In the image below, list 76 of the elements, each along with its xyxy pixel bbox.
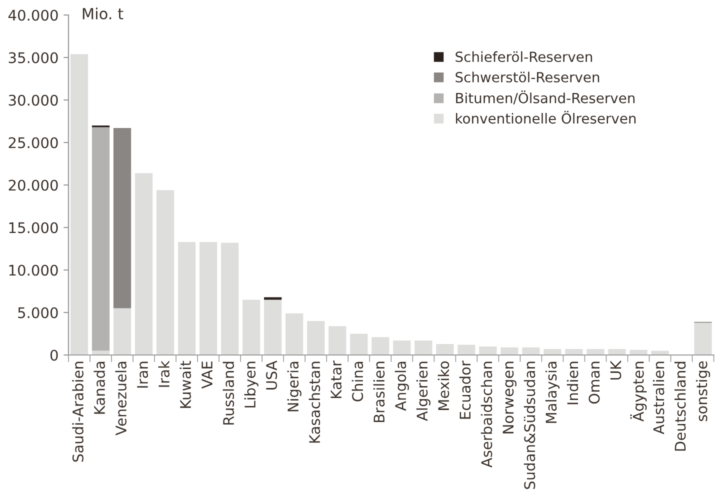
bar	[264, 300, 282, 355]
bar	[113, 128, 132, 308]
bar	[372, 337, 390, 355]
bar	[651, 350, 669, 355]
bar	[199, 242, 218, 355]
x-tick-label: Venezuela	[115, 362, 126, 436]
x-tick-label: USA	[266, 360, 278, 390]
bar	[156, 190, 174, 355]
bar	[328, 326, 346, 355]
bar	[286, 313, 304, 355]
bar	[586, 349, 604, 355]
bar	[522, 347, 540, 355]
x-tick-label: China	[352, 362, 364, 402]
bar	[350, 334, 368, 355]
x-tick-label: Mexiko	[438, 361, 450, 410]
y-tick-label: 10.000	[9, 264, 58, 276]
x-tick-label: Saudi-Arabien	[72, 362, 84, 462]
bar	[307, 321, 325, 355]
bar	[221, 242, 239, 355]
x-tick-label: Nigeria	[287, 362, 302, 412]
y-tick-label: 30.000	[8, 94, 58, 106]
legend-label: Schieferöl-Reserven	[456, 51, 592, 62]
x-tick-label: Kanada	[94, 362, 105, 414]
x-tick-label: Katar	[330, 360, 342, 398]
bar	[264, 297, 282, 300]
x-tick-label: Ecuador	[459, 360, 471, 419]
bar	[694, 322, 712, 355]
bar	[608, 349, 626, 355]
x-tick-label: Kuwait	[180, 360, 192, 408]
x-tick-label: UK	[610, 360, 622, 380]
x-tick-label: Angola	[394, 362, 409, 411]
y-tick-label: 20.000	[8, 180, 58, 191]
y-tick-label: 25.000	[8, 137, 58, 148]
y-tick-label: 15.000	[9, 222, 58, 234]
bar	[544, 349, 562, 355]
x-tick-label: Russland	[222, 362, 234, 425]
x-tick-label: sonstige	[696, 361, 710, 422]
bar	[134, 173, 153, 355]
legend-label: Bitumen/Ölsand-Reserven	[456, 90, 635, 104]
x-tick-label: Ägypten	[630, 362, 647, 422]
x-tick-label: VAE	[202, 361, 212, 389]
x-tick-label: Indien	[566, 362, 578, 404]
bar	[178, 242, 196, 355]
x-tick-label: Malaysia	[545, 362, 560, 423]
x-tick-label: Iran	[137, 362, 148, 388]
x-tick-label: Sudan&Südsudan	[524, 362, 536, 489]
x-tick-label: Norwegen	[502, 362, 517, 434]
y-tick-label: 0	[50, 350, 58, 361]
legend-label: Schwerstöl-Reserven	[456, 72, 600, 82]
x-tick-label: Irak	[158, 360, 170, 387]
y-tick-label: 40.000	[8, 10, 58, 21]
legend-label: konventionelle Ölreserven	[456, 110, 636, 124]
y-axis-title: Mio. t	[82, 8, 124, 20]
bar	[70, 54, 88, 355]
bar	[458, 344, 476, 355]
x-tick-label: Algerien	[416, 362, 430, 421]
x-tick-label: Libyen	[244, 362, 258, 408]
x-tick-label: Australien	[652, 362, 664, 434]
bar	[414, 340, 432, 355]
bar	[436, 344, 454, 355]
y-tick-label: 35.000	[8, 52, 58, 64]
bar	[565, 349, 583, 355]
bar	[479, 346, 497, 355]
x-tick-label: Deutschland	[674, 362, 686, 451]
x-tick-label: Kasachstan	[308, 362, 320, 443]
bar	[630, 350, 648, 355]
bar	[92, 127, 110, 351]
bar	[92, 350, 110, 355]
bar	[393, 340, 411, 355]
y-tick-label: 5.000	[18, 307, 58, 318]
x-tick-label: Aserbaidschan	[480, 362, 492, 468]
bar	[113, 308, 132, 355]
x-tick-label: Oman	[588, 362, 600, 404]
bar	[242, 300, 260, 355]
x-tick-label: Brasilien	[373, 362, 385, 422]
bar	[500, 347, 518, 355]
